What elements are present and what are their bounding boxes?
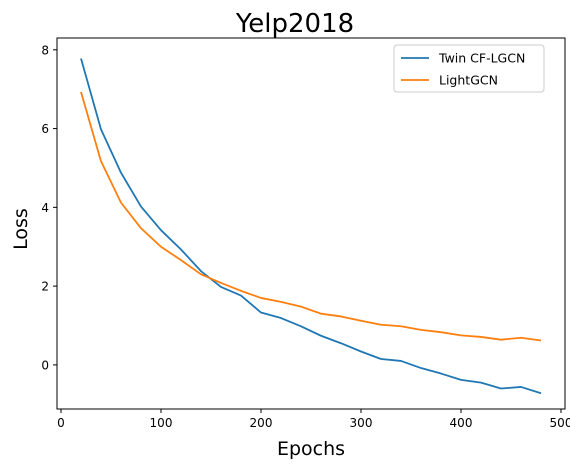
x-tick-label: 300 bbox=[350, 416, 373, 430]
x-axis: 0 100 200 300 400 500 bbox=[57, 409, 570, 430]
legend-label-lightgcn: LightGCN bbox=[439, 73, 498, 88]
plot-area bbox=[80, 58, 542, 395]
y-axis: 0 2 4 6 8 bbox=[41, 43, 57, 372]
series-line-lightgcn bbox=[80, 91, 542, 342]
y-tick-label: 0 bbox=[41, 358, 49, 372]
chart-title: Yelp2018 bbox=[235, 9, 354, 39]
x-tick-label: 100 bbox=[150, 416, 173, 430]
y-tick-label: 8 bbox=[41, 43, 49, 57]
x-axis-title: Epochs bbox=[277, 438, 345, 460]
legend: Twin CF-LGCN LightGCN bbox=[393, 44, 545, 93]
series-line-twin-cf-lgcn bbox=[80, 58, 542, 395]
y-tick-label: 2 bbox=[41, 280, 49, 294]
x-tick-label: 200 bbox=[250, 416, 273, 430]
legend-box bbox=[393, 44, 545, 93]
axes-frame bbox=[56, 37, 566, 410]
x-tick-label: 400 bbox=[450, 416, 473, 430]
y-axis-title: Loss bbox=[10, 208, 32, 250]
y-tick-label: 4 bbox=[41, 201, 49, 215]
legend-label-twin-cf-lgcn: Twin CF-LGCN bbox=[438, 51, 525, 66]
x-tick-label: 0 bbox=[57, 416, 65, 430]
x-tick-label: 500 bbox=[550, 416, 570, 430]
y-tick-label: 6 bbox=[41, 122, 49, 136]
